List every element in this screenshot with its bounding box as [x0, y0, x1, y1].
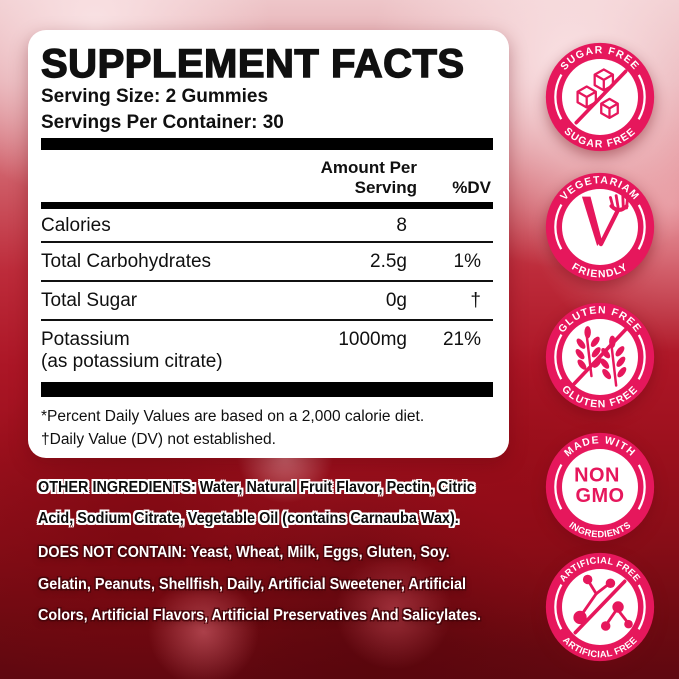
molecule-crossed-icon [573, 574, 633, 635]
badge-gluten-free: GLUTEN FREE GLUTEN FREE [543, 300, 657, 414]
badge-side-arcs [554, 441, 646, 533]
knife-fork-v-icon [581, 194, 629, 247]
supplement-facts-panel: SUPPLEMENT FACTS Serving Size: 2 Gummies… [28, 30, 509, 458]
other-ingredients-line: OTHER INGREDIENTS: Water, Natural Fruit … [38, 479, 475, 496]
column-header-amount: Amount Per Serving [320, 158, 417, 197]
panel-title: SUPPLEMENT FACTS [40, 42, 465, 86]
footnote-dv-not-established: †Daily Value (DV) not established. [41, 431, 276, 448]
nutrient-name-main: Potassium [41, 329, 130, 350]
wheat-crossed-icon [572, 326, 629, 387]
column-header-dv: %DV [452, 178, 491, 197]
nutrient-name: Calories [41, 215, 111, 236]
badge-non-gmo: MADE WITH INGREDIENTS NON GMO [543, 430, 657, 544]
badge-side-arcs [554, 311, 646, 403]
does-not-contain-line: Colors, Artificial Flavors, Artificial P… [38, 607, 482, 624]
nutrient-amount: 2.5g [370, 251, 407, 272]
nutrient-amount: 0g [385, 290, 407, 311]
nutrient-dv: 1% [453, 251, 481, 272]
badge-side-arcs [554, 561, 646, 653]
nutrient-dv: 21% [442, 329, 481, 350]
nutrient-dv: † [470, 290, 481, 311]
nutrient-amount: 1000mg [338, 329, 407, 350]
footnotes: *Percent Daily Values are based on a 2,0… [41, 405, 493, 451]
footnote-daily-values: *Percent Daily Values are based on a 2,0… [41, 408, 425, 425]
badge-artificial-free: ARTIFICIAL FREE ARTIFICIAL FREE [543, 550, 657, 664]
badge-side-arcs [554, 181, 646, 273]
divider-thick-header [41, 202, 493, 209]
nutrient-name: Potassium (as potassium citrate) [41, 329, 307, 373]
badge-column: SUGAR FREE SUGAR FREE VEG [542, 40, 658, 679]
does-not-contain-line: Gelatin, Peanuts, Shellfish, Daily, Arti… [38, 575, 467, 593]
other-ingredients-line: Acid, Sodium Citrate, Vegetable Oil (con… [38, 510, 459, 527]
badge-vegetarian-friendly: VEGETARIAM FRIENDLY [543, 170, 657, 284]
table-header-row: Amount Per Serving %DV [41, 150, 493, 202]
table-row-potassium: Potassium (as potassium citrate) 1000mg … [41, 321, 493, 382]
sugar-cubes-crossed-icon [574, 68, 628, 125]
nutrient-amount: 8 [396, 215, 407, 236]
servings-per-container: Servings Per Container: 30 [41, 112, 284, 133]
badge-inner-disc [562, 449, 638, 525]
serving-size: Serving Size: 2 Gummies [41, 86, 269, 107]
artificial-free-badge: ARTIFICIAL FREE ARTIFICIAL FREE [545, 552, 655, 662]
gluten-free-badge: GLUTEN FREE GLUTEN FREE [545, 302, 655, 412]
divider-thick-top [41, 138, 493, 150]
sugar-free-badge: SUGAR FREE SUGAR FREE [545, 42, 655, 152]
nutrient-name: Total Carbohydrates [41, 251, 212, 272]
does-not-contain-text: DOES NOT CONTAIN: Yeast, Wheat, Milk, Eg… [38, 537, 481, 632]
table-row-calories: Calories 8 [41, 209, 493, 243]
nutrient-name-sub: (as potassium citrate) [41, 351, 223, 372]
other-ingredients-text: OTHER INGREDIENTS: Water, Natural Fruit … [38, 472, 475, 534]
non-gmo-text: NON GMO [574, 464, 626, 507]
table-row-carbohydrates: Total Carbohydrates 2.5g 1% [41, 243, 493, 282]
badge-side-arcs [554, 51, 646, 143]
badge-sugar-free: SUGAR FREE SUGAR FREE [543, 40, 657, 154]
does-not-contain-line: DOES NOT CONTAIN: Yeast, Wheat, Milk, Eg… [38, 544, 450, 561]
vegetarian-badge: VEGETARIAM FRIENDLY [545, 172, 655, 282]
divider-thick-bottom [41, 382, 493, 397]
table-row-sugar: Total Sugar 0g † [41, 282, 493, 321]
nutrient-name: Total Sugar [41, 290, 138, 311]
non-gmo-badge: MADE WITH INGREDIENTS NON GMO [545, 432, 655, 542]
